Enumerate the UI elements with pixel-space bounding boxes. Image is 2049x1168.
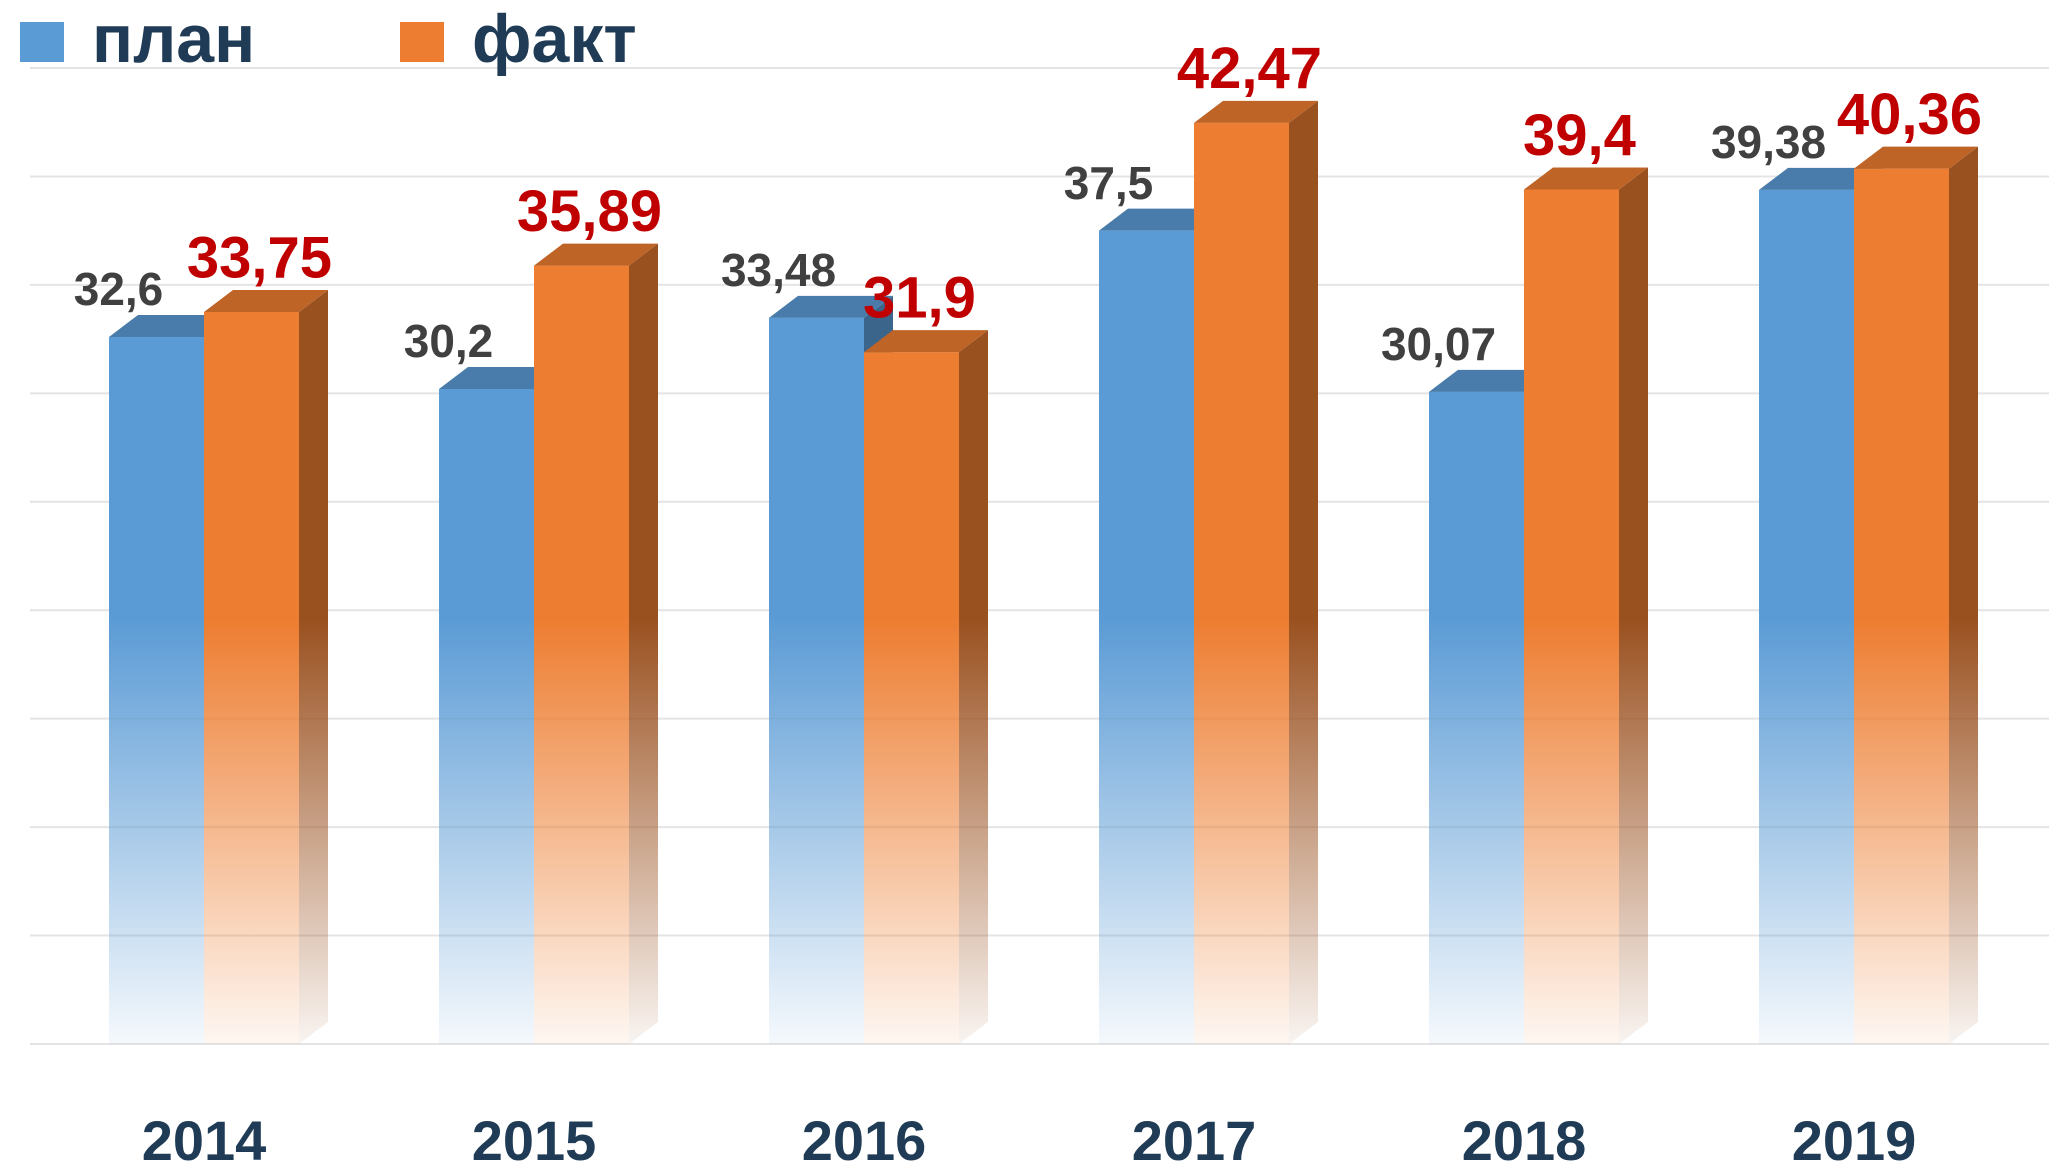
bar-top bbox=[769, 295, 893, 318]
bar-top bbox=[1854, 146, 1978, 169]
x-tick-label: 2019 bbox=[1792, 1109, 1917, 1168]
bar-side bbox=[1619, 167, 1648, 1045]
value-label: 32,6 bbox=[74, 263, 164, 315]
bar bbox=[1524, 167, 1648, 1045]
bar-side bbox=[1949, 146, 1978, 1044]
value-label: 30,2 bbox=[404, 315, 494, 367]
bar bbox=[1194, 100, 1318, 1045]
value-label: 39,38 bbox=[1711, 116, 1826, 168]
bar-front bbox=[439, 388, 534, 1044]
bar bbox=[1854, 146, 1978, 1044]
bar-top bbox=[534, 243, 658, 266]
bar-side bbox=[629, 243, 658, 1044]
bar-top bbox=[1194, 100, 1318, 123]
bar-top bbox=[1429, 369, 1553, 392]
bar-side bbox=[1289, 100, 1318, 1045]
value-label: 39,4 bbox=[1523, 103, 1636, 168]
bar-side bbox=[959, 330, 988, 1044]
value-label: 31,9 bbox=[863, 265, 976, 330]
x-tick-label: 2018 bbox=[1462, 1109, 1587, 1168]
value-label: 37,5 bbox=[1064, 157, 1154, 209]
bar-front bbox=[1524, 189, 1619, 1045]
bar-top bbox=[1099, 208, 1223, 231]
bar bbox=[204, 290, 328, 1044]
x-tick-label: 2016 bbox=[802, 1109, 927, 1168]
bar-front bbox=[1194, 122, 1289, 1045]
value-label: 42,47 bbox=[1177, 36, 1322, 101]
value-label: 30,07 bbox=[1381, 318, 1496, 370]
bar-front bbox=[534, 265, 629, 1044]
bar-top bbox=[109, 314, 233, 337]
bar-front bbox=[864, 352, 959, 1044]
bar-top bbox=[204, 290, 328, 312]
value-label: 40,36 bbox=[1837, 82, 1982, 147]
bar-front bbox=[1759, 189, 1854, 1045]
bar-top bbox=[439, 366, 563, 389]
bar-front bbox=[204, 312, 299, 1044]
legend-label: план bbox=[92, 1, 255, 77]
bar-front bbox=[1099, 230, 1194, 1044]
bar-side bbox=[299, 290, 328, 1044]
value-label: 33,48 bbox=[721, 244, 836, 296]
bar bbox=[534, 243, 658, 1044]
bar-front bbox=[1854, 168, 1949, 1044]
legend-swatch bbox=[400, 22, 444, 62]
bar bbox=[864, 330, 988, 1044]
legend-swatch bbox=[20, 22, 64, 62]
bar-top bbox=[1759, 167, 1883, 190]
legend-label: факт bbox=[472, 1, 637, 77]
bar-front bbox=[769, 317, 864, 1045]
x-tick-label: 2014 bbox=[142, 1109, 267, 1168]
bar-front bbox=[1429, 391, 1524, 1044]
bar-top bbox=[864, 330, 988, 353]
x-tick-label: 2017 bbox=[1132, 1109, 1257, 1168]
x-tick-label: 2015 bbox=[472, 1109, 597, 1168]
value-label: 33,75 bbox=[187, 225, 332, 290]
value-label: 35,89 bbox=[517, 179, 662, 244]
bar-top bbox=[1524, 167, 1648, 190]
bar-front bbox=[109, 336, 204, 1044]
